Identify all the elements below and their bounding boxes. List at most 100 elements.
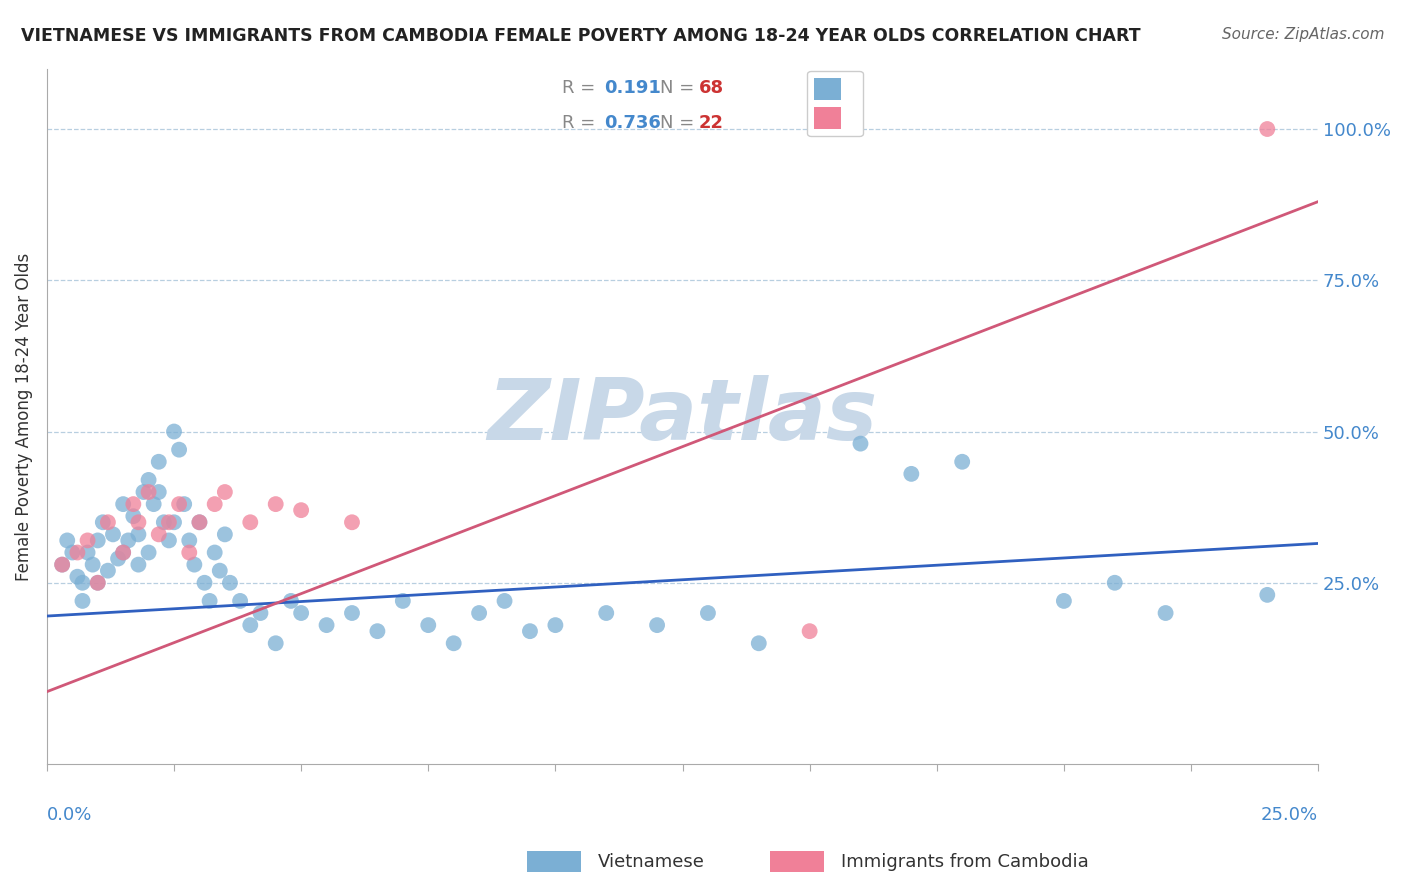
Point	[229, 594, 252, 608]
Point	[799, 624, 821, 639]
Point	[249, 606, 271, 620]
Point	[179, 545, 201, 559]
Point	[87, 533, 110, 548]
Point	[849, 436, 872, 450]
Point	[51, 558, 73, 572]
Point	[148, 485, 170, 500]
Point	[107, 551, 129, 566]
Text: 68: 68	[699, 79, 724, 97]
Point	[148, 527, 170, 541]
Point	[645, 618, 668, 632]
Point	[87, 575, 110, 590]
Point	[163, 425, 186, 439]
Point	[494, 594, 516, 608]
Point	[340, 516, 363, 530]
Point	[340, 606, 363, 620]
Point	[76, 545, 98, 559]
Point	[214, 527, 236, 541]
Point	[101, 527, 124, 541]
Point	[1256, 122, 1278, 136]
Point	[239, 516, 262, 530]
Point	[51, 558, 73, 572]
Point	[127, 558, 149, 572]
Point	[66, 545, 89, 559]
Point	[239, 618, 262, 632]
Point	[198, 594, 221, 608]
Point	[72, 575, 94, 590]
Point	[366, 624, 388, 639]
Point	[544, 618, 567, 632]
Point	[950, 455, 973, 469]
Point	[138, 545, 160, 559]
Point	[127, 516, 149, 530]
Point	[97, 564, 120, 578]
Point	[56, 533, 79, 548]
Point	[280, 594, 302, 608]
Point	[132, 485, 155, 500]
Point	[138, 473, 160, 487]
Point	[418, 618, 440, 632]
Point	[392, 594, 415, 608]
Point	[142, 497, 165, 511]
Point	[167, 442, 190, 457]
Point	[264, 497, 287, 511]
Point	[153, 516, 176, 530]
Point	[179, 533, 201, 548]
Point	[900, 467, 922, 481]
Text: Source: ZipAtlas.com: Source: ZipAtlas.com	[1222, 27, 1385, 42]
Point	[1256, 588, 1278, 602]
Point	[148, 455, 170, 469]
Point	[173, 497, 195, 511]
Point	[468, 606, 491, 620]
Text: 0.0%: 0.0%	[46, 806, 93, 824]
Text: 0.191: 0.191	[603, 79, 661, 97]
Point	[188, 516, 211, 530]
Text: N =: N =	[659, 114, 700, 132]
Y-axis label: Female Poverty Among 18-24 Year Olds: Female Poverty Among 18-24 Year Olds	[15, 252, 32, 581]
Point	[264, 636, 287, 650]
Point	[66, 570, 89, 584]
Point	[72, 594, 94, 608]
Point	[138, 485, 160, 500]
Text: R =: R =	[562, 79, 600, 97]
Text: 25.0%: 25.0%	[1261, 806, 1319, 824]
Text: ZIPatlas: ZIPatlas	[488, 375, 877, 458]
Point	[204, 497, 226, 511]
Point	[1104, 575, 1126, 590]
Point	[315, 618, 337, 632]
Point	[163, 516, 186, 530]
Point	[122, 497, 145, 511]
Point	[127, 527, 149, 541]
Point	[697, 606, 720, 620]
Text: 0.736: 0.736	[603, 114, 661, 132]
Point	[188, 516, 211, 530]
Point	[91, 516, 114, 530]
Point	[112, 497, 135, 511]
Point	[290, 606, 312, 620]
Point	[82, 558, 104, 572]
Point	[157, 533, 180, 548]
Point	[1154, 606, 1177, 620]
Point	[117, 533, 139, 548]
Point	[112, 545, 135, 559]
Text: Vietnamese: Vietnamese	[598, 853, 704, 871]
Text: VIETNAMESE VS IMMIGRANTS FROM CAMBODIA FEMALE POVERTY AMONG 18-24 YEAR OLDS CORR: VIETNAMESE VS IMMIGRANTS FROM CAMBODIA F…	[21, 27, 1140, 45]
Legend: , : ,	[807, 70, 863, 136]
Point	[167, 497, 190, 511]
Text: 22: 22	[699, 114, 724, 132]
Point	[443, 636, 465, 650]
Point	[97, 516, 120, 530]
Point	[519, 624, 541, 639]
Text: R =: R =	[562, 114, 600, 132]
Point	[183, 558, 205, 572]
Point	[214, 485, 236, 500]
Point	[208, 564, 231, 578]
Point	[193, 575, 215, 590]
Point	[112, 545, 135, 559]
Point	[204, 545, 226, 559]
Point	[1053, 594, 1076, 608]
Text: Immigrants from Cambodia: Immigrants from Cambodia	[841, 853, 1088, 871]
Point	[122, 509, 145, 524]
Point	[290, 503, 312, 517]
Point	[595, 606, 617, 620]
